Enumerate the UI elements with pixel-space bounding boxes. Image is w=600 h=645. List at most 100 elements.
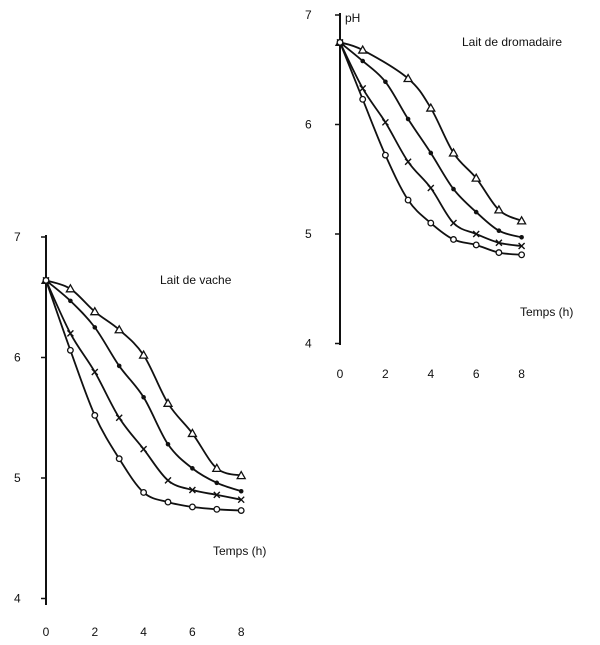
data-point-open-circle xyxy=(427,219,435,227)
data-point-triangle xyxy=(493,204,505,214)
x-tick-label: 8 xyxy=(238,625,245,639)
x-tick-label: 6 xyxy=(473,367,480,381)
data-point-cross xyxy=(472,230,480,238)
data-point-triangle xyxy=(236,470,247,480)
series-open-circle xyxy=(42,276,245,514)
data-point-cross xyxy=(518,242,526,250)
series-line xyxy=(45,279,242,493)
series-filled-circle xyxy=(337,40,524,240)
data-point-cross xyxy=(237,496,245,504)
data-point-triangle xyxy=(516,215,527,225)
data-point-cross xyxy=(115,414,123,422)
y-tick-label: 4 xyxy=(305,337,312,351)
data-point-triangle xyxy=(448,147,459,157)
data-point-cross xyxy=(164,476,172,484)
data-point-filled-circle xyxy=(496,228,502,234)
series-line xyxy=(339,41,522,222)
data-point-filled-circle xyxy=(451,186,456,192)
data-point-cross xyxy=(213,491,221,499)
data-point-cross xyxy=(359,84,367,92)
data-point-cross xyxy=(188,486,196,494)
data-point-open-circle xyxy=(115,455,123,463)
data-point-triangle xyxy=(402,73,414,83)
series-line xyxy=(339,41,522,239)
data-point-cross xyxy=(495,239,503,247)
series-filled-circle xyxy=(43,278,244,494)
data-point-filled-circle xyxy=(68,298,73,304)
data-point-open-circle xyxy=(336,38,344,46)
data-point-filled-circle xyxy=(141,394,146,400)
data-point-filled-circle xyxy=(360,58,366,64)
data-point-triangle xyxy=(65,283,76,293)
series-cross xyxy=(42,276,245,504)
x-axis-label: Temps (h) xyxy=(520,305,573,319)
data-point-open-circle xyxy=(140,489,148,496)
chart-title: Lait de dromadaire xyxy=(462,35,562,49)
data-point-triangle xyxy=(425,102,436,112)
series-triangle xyxy=(40,275,247,480)
data-point-cross xyxy=(140,445,148,453)
data-point-open-circle xyxy=(495,249,503,257)
x-tick-label: 0 xyxy=(43,625,50,639)
series-triangle xyxy=(334,37,527,225)
data-point-cross xyxy=(91,368,99,376)
data-point-filled-circle xyxy=(519,234,524,240)
x-tick-label: 6 xyxy=(189,625,196,639)
data-point-filled-circle xyxy=(428,150,434,156)
y-tick-label: 6 xyxy=(305,118,312,132)
y-tick-label: 7 xyxy=(305,8,312,22)
data-point-open-circle xyxy=(213,505,221,513)
series-line xyxy=(339,41,522,247)
data-point-cross xyxy=(427,184,435,192)
data-point-filled-circle xyxy=(190,466,195,471)
data-point-open-circle xyxy=(188,503,196,511)
data-point-open-circle xyxy=(164,498,172,506)
data-point-triangle xyxy=(187,428,198,438)
data-point-triangle xyxy=(211,463,222,473)
x-tick-label: 4 xyxy=(140,625,147,639)
data-point-open-circle xyxy=(42,276,50,284)
y-tick-label: 5 xyxy=(305,227,312,241)
data-point-open-circle xyxy=(381,151,389,159)
data-point-cross xyxy=(404,158,412,166)
x-tick-label: 2 xyxy=(382,367,389,381)
data-point-cross xyxy=(381,118,389,126)
data-point-filled-circle xyxy=(405,116,411,122)
data-point-filled-circle xyxy=(116,363,122,369)
x-tick-label: 8 xyxy=(518,367,525,381)
data-point-open-circle xyxy=(518,251,526,259)
data-point-open-circle xyxy=(359,95,367,103)
series-cross xyxy=(336,38,526,250)
data-point-triangle xyxy=(114,324,125,334)
y-axis-label: pH xyxy=(345,11,360,25)
data-point-filled-circle xyxy=(473,209,479,215)
chart-1: 4 5 6 7 0 2 4 6 8 Lait de vache Temps (h) xyxy=(14,230,266,639)
data-point-triangle xyxy=(162,397,174,407)
y-tick-label: 5 xyxy=(14,471,21,485)
data-point-triangle xyxy=(138,349,149,359)
data-point-filled-circle xyxy=(165,441,171,447)
data-point-triangle xyxy=(471,172,482,182)
data-point-cross xyxy=(66,329,74,337)
y-tick-label: 6 xyxy=(14,351,21,365)
data-point-triangle xyxy=(357,44,368,54)
data-point-filled-circle xyxy=(383,79,388,85)
y-tick-label: 4 xyxy=(14,592,21,606)
data-point-filled-circle xyxy=(238,488,244,494)
data-point-open-circle xyxy=(66,346,74,354)
data-point-open-circle xyxy=(404,196,412,204)
data-point-triangle xyxy=(89,306,100,316)
y-tick-label: 7 xyxy=(14,230,21,244)
data-point-filled-circle xyxy=(92,325,98,330)
x-tick-label: 4 xyxy=(427,367,434,381)
data-point-open-circle xyxy=(450,236,457,243)
x-axis-label: Temps (h) xyxy=(213,544,266,558)
data-point-open-circle xyxy=(237,507,245,514)
x-tick-label: 0 xyxy=(337,367,344,381)
chart-2: 4 5 6 7 0 2 4 6 8 Lait de dromadaire Temps (h) pH xyxy=(305,8,573,381)
x-tick-label: 2 xyxy=(91,625,98,639)
data-point-cross xyxy=(450,219,457,227)
series-line xyxy=(45,280,242,501)
data-point-open-circle xyxy=(91,411,99,419)
